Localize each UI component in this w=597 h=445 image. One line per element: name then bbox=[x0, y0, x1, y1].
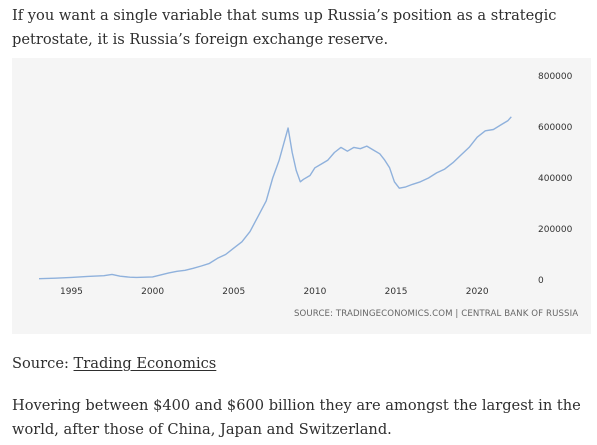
x-tick-label: 1995 bbox=[60, 287, 83, 297]
y-tick-label: 200000 bbox=[538, 225, 573, 235]
x-tick-label: 2000 bbox=[141, 287, 164, 297]
y-tick-label: 600000 bbox=[538, 123, 573, 133]
y-tick-label: 0 bbox=[538, 276, 544, 286]
chart-source-credit: SOURCE: TRADINGECONOMICS.COM | CENTRAL B… bbox=[294, 309, 578, 319]
series-line-0 bbox=[38, 116, 512, 280]
reserves-chart: 0 200000 400000 600000 800000 1995 2000 2005 201… bbox=[12, 58, 591, 334]
x-tick-label: 2010 bbox=[303, 287, 326, 297]
y-tick-label: 800000 bbox=[538, 72, 573, 82]
y-tick-label: 400000 bbox=[538, 174, 573, 184]
intro-paragraph: If you want a single variable that sums … bbox=[12, 7, 557, 48]
chart-canvas: 0 200000 400000 600000 800000 1995 2000 2005 201… bbox=[38, 72, 578, 319]
source-label: Source: bbox=[12, 355, 74, 372]
outro-paragraph: Hovering between $400 and $600 billion t… bbox=[12, 397, 581, 438]
x-tick-label: 2015 bbox=[385, 287, 408, 297]
x-tick-label: 2020 bbox=[466, 287, 489, 297]
source-line: Source: Trading Economics bbox=[12, 352, 590, 376]
trading-economics-link[interactable]: Trading Economics bbox=[73, 355, 217, 372]
x-tick-label: 2005 bbox=[222, 287, 245, 297]
